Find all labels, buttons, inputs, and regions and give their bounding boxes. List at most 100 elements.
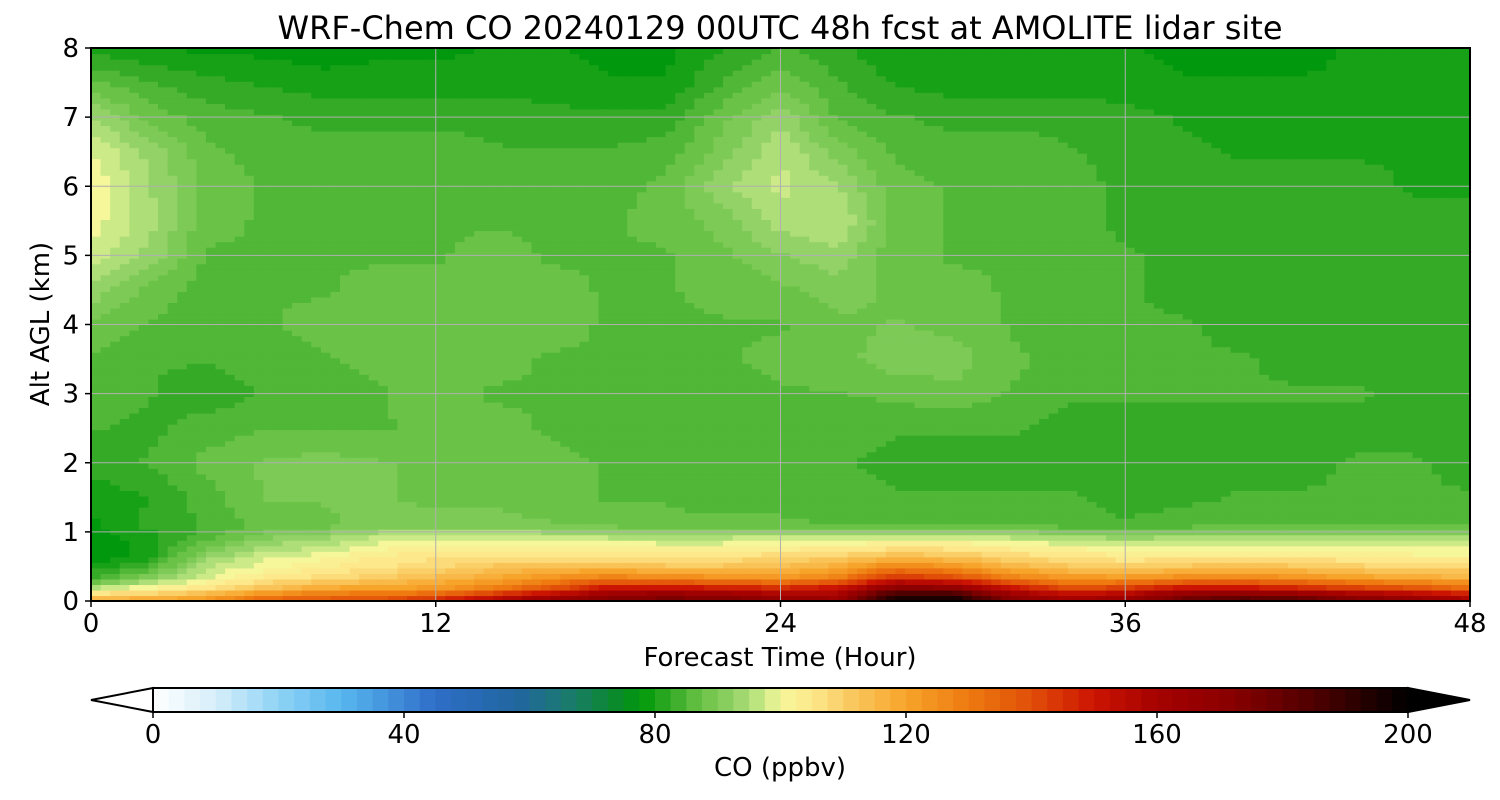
heatmap-cell xyxy=(244,424,255,431)
heatmap-cell xyxy=(1115,595,1126,601)
heatmap-cell xyxy=(1393,567,1404,574)
heatmap-cell xyxy=(1134,495,1146,503)
heatmap-cell xyxy=(445,429,456,436)
heatmap-cell xyxy=(991,551,1002,558)
heatmap-cell xyxy=(1297,429,1308,436)
heatmap-cell xyxy=(1077,435,1088,442)
heatmap-cell xyxy=(282,446,293,453)
heatmap-cell xyxy=(330,556,341,563)
heatmap-cell xyxy=(904,473,916,480)
heatmap-cell xyxy=(397,540,408,547)
heatmap-cell xyxy=(895,589,906,597)
heatmap-cell xyxy=(368,573,379,580)
heatmap-cell xyxy=(588,424,600,431)
heatmap-cell xyxy=(1441,435,1452,442)
heatmap-cell xyxy=(818,429,829,436)
heatmap-cell xyxy=(167,578,178,586)
heatmap-cell xyxy=(1010,589,1021,597)
heatmap-cell xyxy=(1173,484,1184,491)
heatmap-cell xyxy=(1221,523,1232,530)
heatmap-cell xyxy=(1316,534,1327,541)
heatmap-cell xyxy=(148,424,159,431)
heatmap-cell xyxy=(1096,556,1107,563)
heatmap-cell xyxy=(1374,534,1385,541)
heatmap-cell xyxy=(493,551,504,558)
heatmap-cell xyxy=(1460,418,1470,425)
heatmap-cell xyxy=(1345,484,1356,491)
heatmap-cell xyxy=(1288,523,1299,530)
heatmap-cell xyxy=(387,462,399,469)
heatmap-cell xyxy=(837,556,849,563)
heatmap-cell xyxy=(521,412,533,420)
heatmap-cell xyxy=(1086,556,1098,563)
heatmap-cell xyxy=(541,435,552,442)
heatmap-cell xyxy=(1393,429,1404,436)
heatmap-cell xyxy=(272,501,284,508)
heatmap-cell xyxy=(368,429,379,436)
heatmap-cell xyxy=(91,424,102,431)
heatmap-cell xyxy=(541,567,552,574)
heatmap-cell xyxy=(732,429,743,436)
heatmap-cell xyxy=(742,562,753,569)
heatmap-cell xyxy=(684,418,695,425)
heatmap-cell xyxy=(512,518,523,525)
heatmap-cell xyxy=(1326,462,1337,469)
heatmap-cell xyxy=(225,418,236,425)
heatmap-cell xyxy=(866,534,877,541)
heatmap-cell xyxy=(1086,512,1098,519)
heatmap-cell xyxy=(885,534,897,541)
heatmap-cell xyxy=(579,595,590,601)
heatmap-cell xyxy=(301,501,312,508)
heatmap-cell xyxy=(502,512,513,519)
heatmap-cell xyxy=(1355,518,1366,525)
heatmap-cell xyxy=(1211,578,1222,586)
heatmap-cell xyxy=(1230,578,1241,586)
heatmap-cell xyxy=(253,490,264,497)
heatmap-cell xyxy=(493,595,504,601)
heatmap-cell xyxy=(981,412,992,420)
heatmap-cell xyxy=(847,495,858,503)
heatmap-cell xyxy=(1000,584,1011,591)
heatmap-cell xyxy=(282,567,293,574)
heatmap-cell xyxy=(627,490,638,497)
heatmap-cell xyxy=(1278,589,1289,597)
heatmap-cell xyxy=(282,429,293,436)
heatmap-cell xyxy=(1192,462,1203,469)
heatmap-cell xyxy=(349,556,360,563)
heatmap-cell xyxy=(1249,462,1260,469)
heatmap-cell xyxy=(550,462,561,469)
heatmap-cell xyxy=(1431,512,1442,519)
heatmap-cell xyxy=(598,429,609,436)
heatmap-cell xyxy=(1153,551,1165,558)
heatmap-cell xyxy=(282,518,293,525)
heatmap-cell xyxy=(1345,545,1356,552)
heatmap-cell xyxy=(972,412,983,420)
heatmap-cell xyxy=(588,490,600,497)
heatmap-cell xyxy=(387,418,399,425)
heatmap-cell xyxy=(1268,490,1280,497)
heatmap-cell xyxy=(981,518,992,525)
heatmap-cell xyxy=(818,418,829,425)
heatmap-cell xyxy=(339,551,351,558)
heatmap-cell xyxy=(320,584,332,591)
heatmap-cell xyxy=(1240,512,1251,519)
heatmap-cell xyxy=(1192,589,1203,597)
heatmap-cell xyxy=(282,451,293,458)
heatmap-cell xyxy=(1278,545,1289,552)
heatmap-cell xyxy=(656,551,667,558)
heatmap-cell xyxy=(454,518,466,525)
heatmap-cell xyxy=(1240,595,1251,601)
heatmap-cell xyxy=(368,473,379,480)
heatmap-cell xyxy=(646,479,657,486)
heatmap-cell xyxy=(904,534,916,541)
heatmap-cell xyxy=(761,556,772,563)
heatmap-cell xyxy=(972,435,983,442)
heatmap-cell xyxy=(100,523,111,530)
heatmap-cell xyxy=(924,490,935,497)
heatmap-cell xyxy=(981,490,992,497)
heatmap-cell xyxy=(857,424,868,431)
heatmap-cell xyxy=(1383,595,1394,601)
heatmap-cell xyxy=(196,462,207,469)
heatmap-cell xyxy=(215,484,226,491)
heatmap-cell xyxy=(225,495,236,503)
